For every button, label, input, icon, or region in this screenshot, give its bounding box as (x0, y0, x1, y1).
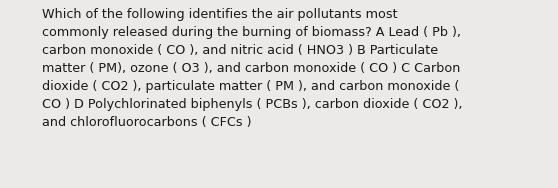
Text: Which of the following identifies the air pollutants most
commonly released duri: Which of the following identifies the ai… (42, 8, 463, 130)
